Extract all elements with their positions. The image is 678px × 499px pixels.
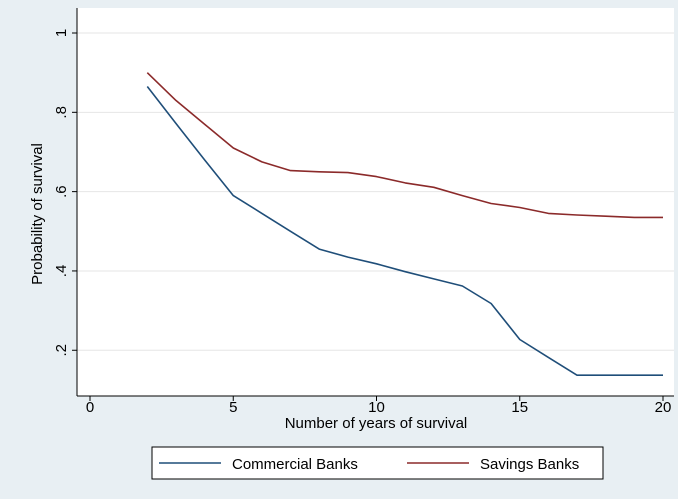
series-line-commercial-banks	[146, 86, 663, 377]
plot-area	[77, 8, 674, 396]
series-line-savings-banks	[146, 72, 663, 219]
x-tick-label: 10	[368, 399, 385, 416]
y-tick-label: .2	[53, 344, 70, 357]
legend-label-savings-banks: Savings Banks	[480, 456, 579, 473]
x-axis-title: Number of years of survival	[285, 415, 468, 432]
legend: Commercial Banks Savings Banks	[151, 446, 604, 480]
y-tick-label: .4	[53, 265, 70, 278]
legend-label-commercial-banks: Commercial Banks	[232, 456, 358, 473]
x-tick-label: 20	[655, 399, 672, 416]
y-tick-label: .6	[53, 185, 70, 198]
grid-lines	[77, 32, 674, 351]
x-tick-label: 15	[511, 399, 528, 416]
x-tick-label: 0	[86, 399, 94, 416]
y-tick-label: 1	[53, 29, 70, 37]
y-axis-title: Probability of survival	[29, 143, 46, 285]
axes: .2.4.6.810 5 10 15 20	[53, 8, 674, 416]
y-tick-label: .8	[53, 106, 70, 119]
series-lines	[146, 72, 663, 377]
legend-box	[151, 446, 604, 480]
x-tick-label: 5	[229, 399, 237, 416]
